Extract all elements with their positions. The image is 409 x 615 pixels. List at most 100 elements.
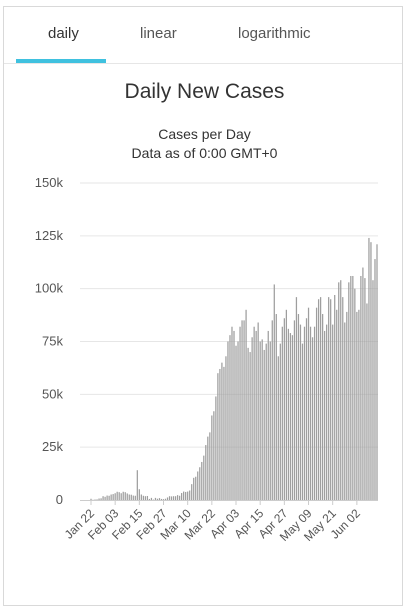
bar — [309, 326, 312, 500]
bar — [164, 498, 167, 500]
bar — [116, 491, 118, 500]
bar — [293, 320, 296, 500]
bar — [249, 352, 251, 500]
bar — [261, 339, 263, 500]
grid-lines — [80, 182, 378, 448]
bar — [120, 493, 122, 500]
bar — [291, 335, 294, 500]
bar — [124, 492, 126, 500]
bar — [189, 490, 191, 500]
bar — [344, 322, 346, 500]
bar — [368, 237, 370, 500]
bars — [90, 237, 378, 501]
bar — [330, 299, 332, 500]
bar — [174, 496, 177, 500]
bar — [301, 343, 304, 500]
bar — [90, 498, 92, 500]
bar — [152, 499, 155, 501]
y-tick-label: 125k — [35, 228, 64, 243]
bar — [299, 324, 302, 500]
bar — [217, 373, 219, 500]
bar — [205, 445, 207, 500]
bar — [285, 309, 287, 500]
bar — [360, 275, 362, 500]
bar — [150, 497, 153, 500]
bar — [229, 335, 231, 500]
bar — [195, 476, 197, 500]
bar — [245, 309, 247, 500]
bar — [356, 311, 358, 500]
bar — [275, 314, 277, 500]
bar — [319, 297, 322, 500]
bar — [247, 347, 249, 500]
y-tick-label: 150k — [35, 175, 64, 190]
bar — [251, 337, 253, 500]
bar — [209, 432, 211, 500]
scale-tabs: daily linear logarithmic — [4, 7, 402, 64]
bar — [154, 497, 157, 500]
bar — [259, 341, 261, 500]
bar — [237, 341, 239, 500]
chart-panel: daily linear logarithmic — [3, 6, 403, 606]
y-tick-label: 25k — [42, 439, 63, 454]
tab-logarithmic[interactable]: logarithmic — [238, 25, 311, 42]
bar — [94, 499, 96, 500]
bar — [311, 337, 314, 500]
bar — [326, 324, 328, 500]
bar — [110, 494, 112, 500]
tab-linear[interactable]: linear — [140, 25, 177, 42]
bar — [364, 278, 366, 500]
bar — [263, 349, 265, 500]
bar — [223, 366, 225, 500]
bar — [273, 284, 275, 500]
bar — [158, 498, 161, 500]
bar — [134, 495, 136, 500]
bar — [215, 396, 217, 500]
bar — [106, 495, 108, 500]
y-tick-label: 0 — [56, 492, 63, 507]
bar — [100, 498, 102, 500]
bar — [257, 322, 259, 500]
bar — [183, 491, 185, 500]
bar — [358, 309, 360, 500]
bar — [136, 470, 138, 500]
bar — [213, 411, 215, 500]
bar — [362, 267, 364, 500]
bar — [253, 326, 255, 500]
bar — [332, 324, 334, 500]
bar — [287, 328, 290, 500]
y-axis-labels: 0 25k 50k 75k 100k 125k 150k — [35, 175, 64, 507]
bar — [336, 309, 338, 500]
bar — [241, 320, 243, 500]
bar — [239, 326, 241, 500]
bar — [160, 498, 163, 500]
bar — [265, 343, 267, 500]
bar — [203, 455, 205, 500]
bar — [324, 330, 326, 500]
bar — [118, 492, 120, 500]
bar — [193, 477, 195, 500]
bar — [211, 415, 213, 500]
bar — [366, 303, 368, 500]
bar — [122, 491, 124, 500]
bar — [313, 326, 316, 500]
bar — [352, 275, 354, 500]
bar — [338, 282, 340, 500]
bar — [146, 495, 149, 500]
bar — [112, 494, 114, 500]
tab-daily[interactable]: daily — [48, 25, 79, 42]
bar — [297, 314, 300, 500]
chart-subtitle-line-1: Cases per Day — [158, 126, 251, 142]
bar — [199, 467, 201, 500]
bar — [328, 297, 330, 500]
bar — [277, 356, 279, 500]
bar — [201, 461, 203, 500]
bar — [334, 295, 336, 500]
bar — [315, 307, 318, 500]
bar — [172, 496, 175, 500]
bar — [148, 498, 151, 500]
bar — [219, 368, 221, 500]
bar — [255, 330, 257, 500]
bar — [166, 497, 169, 500]
